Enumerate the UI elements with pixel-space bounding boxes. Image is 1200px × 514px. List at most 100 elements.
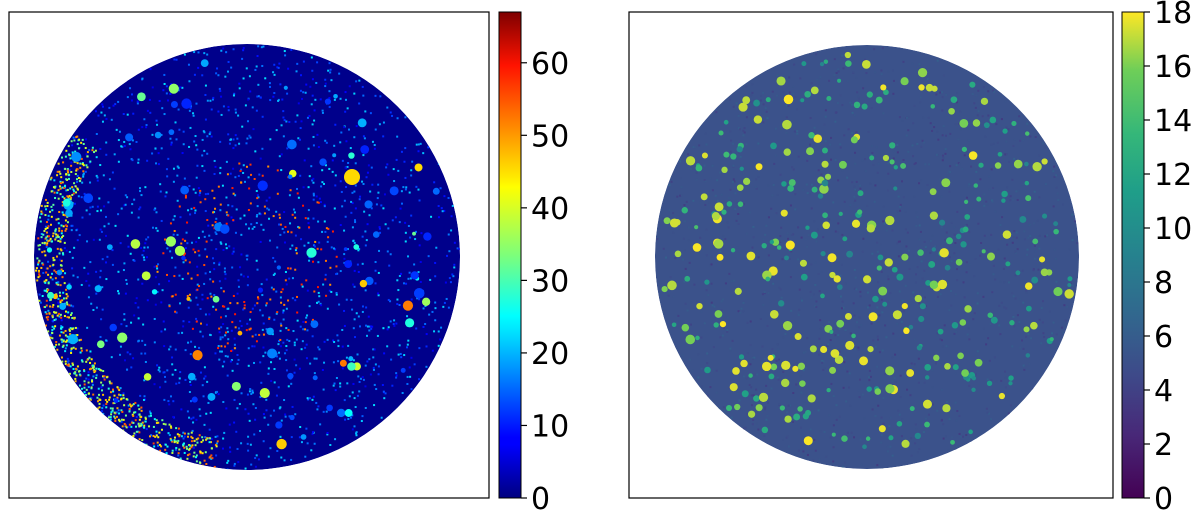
- right-heatmap-noise: [945, 400, 948, 403]
- right-heatmap-noise: [733, 180, 736, 183]
- left-heatmap-edge-artifact: [173, 441, 176, 444]
- right-heatmap-noise: [1004, 370, 1007, 373]
- right-heatmap-noise: [800, 391, 803, 394]
- right-heatmap-noise: [713, 305, 716, 308]
- right-heatmap-noise: [767, 184, 770, 187]
- right-heatmap-spot: [986, 380, 993, 386]
- left-heatmap-ring-speckle: [308, 226, 311, 229]
- left-heatmap-speckle: [310, 103, 313, 106]
- left-heatmap-edge-artifact: [67, 316, 70, 319]
- right-heatmap-noise: [861, 345, 864, 348]
- left-heatmap-ring-speckle: [249, 163, 252, 166]
- right-heatmap-noise: [736, 392, 739, 395]
- right-heatmap-noise: [791, 166, 794, 169]
- left-heatmap-speckle: [254, 68, 257, 71]
- left-heatmap-speckle: [362, 378, 365, 381]
- right-heatmap-noise: [853, 436, 856, 439]
- left-heatmap-speckle: [439, 187, 442, 190]
- left-heatmap-speckle: [312, 395, 315, 398]
- right-heatmap-noise: [987, 114, 990, 117]
- left-heatmap-speckle: [343, 199, 346, 202]
- left-heatmap-speckle: [340, 190, 343, 193]
- left-heatmap-edge-artifact: [80, 157, 83, 160]
- left-heatmap-speckle: [201, 165, 204, 168]
- left-heatmap-edge-artifact: [205, 438, 208, 441]
- left-heatmap-edge-artifact: [178, 448, 181, 451]
- left-heatmap-speckle: [269, 138, 272, 141]
- left-heatmap-edge-artifact: [200, 441, 203, 444]
- left-heatmap-speckle: [137, 161, 140, 164]
- left-heatmap-speckle: [302, 91, 305, 94]
- right-heatmap-spot: [1011, 120, 1017, 127]
- right-heatmap-noise: [966, 243, 969, 246]
- left-heatmap-blob: [165, 236, 177, 247]
- left-heatmap-edge-artifact: [111, 388, 114, 391]
- left-heatmap-speckle: [276, 66, 279, 69]
- right-heatmap-noise: [844, 356, 847, 359]
- left-colorbar-tick-label: 0: [531, 482, 550, 514]
- left-heatmap-edge-artifact: [214, 443, 217, 446]
- right-heatmap-noise: [825, 455, 828, 458]
- left-heatmap-speckle: [198, 254, 201, 257]
- right-heatmap-noise: [894, 381, 897, 384]
- right-heatmap-noise: [805, 183, 808, 186]
- left-colorbar-tick-label: 50: [531, 119, 569, 154]
- left-heatmap-edge-artifact: [52, 263, 55, 266]
- right-heatmap-noise: [955, 268, 958, 271]
- right-heatmap-noise: [792, 392, 795, 395]
- right-heatmap-noise: [820, 270, 823, 273]
- left-heatmap-edge-artifact: [101, 384, 104, 387]
- left-heatmap-speckle: [45, 245, 48, 248]
- left-heatmap-speckle: [229, 450, 232, 453]
- right-heatmap-spot: [794, 333, 802, 341]
- left-heatmap-edge-artifact: [111, 409, 114, 412]
- left-heatmap-ring-speckle: [233, 347, 236, 350]
- right-heatmap-spot: [730, 153, 737, 160]
- right-heatmap-noise: [749, 363, 752, 366]
- right-heatmap-spot: [692, 243, 702, 252]
- right-heatmap-noise: [1000, 301, 1003, 304]
- left-heatmap-speckle: [422, 307, 425, 310]
- left-heatmap-blob: [275, 421, 283, 429]
- right-heatmap-noise: [899, 374, 902, 377]
- right-heatmap-noise: [793, 130, 796, 133]
- left-heatmap-speckle: [129, 252, 132, 255]
- left-heatmap-speckle: [195, 296, 198, 299]
- left-heatmap-blob: [357, 118, 367, 128]
- right-heatmap-spot: [1002, 230, 1012, 239]
- right-heatmap-noise: [951, 436, 954, 439]
- right-heatmap-spot: [801, 61, 807, 67]
- right-heatmap-noise: [907, 129, 910, 132]
- right-heatmap-spot: [761, 426, 769, 434]
- left-heatmap-edge-artifact: [65, 228, 68, 231]
- right-colorbar-tick-label: 2: [1154, 428, 1173, 463]
- right-heatmap-noise: [771, 348, 774, 351]
- right-heatmap-noise: [734, 192, 737, 195]
- left-heatmap-speckle: [322, 283, 325, 286]
- right-heatmap-noise: [955, 164, 958, 167]
- right-heatmap-noise: [848, 58, 851, 61]
- right-heatmap-spot: [797, 362, 806, 370]
- left-heatmap-speckle: [247, 412, 250, 415]
- right-heatmap-noise: [785, 131, 788, 134]
- left-heatmap-edge-artifact: [73, 182, 76, 185]
- left-heatmap-speckle: [224, 75, 227, 78]
- right-heatmap-noise: [990, 418, 993, 421]
- left-heatmap-speckle: [353, 397, 356, 400]
- right-heatmap-noise: [965, 433, 968, 436]
- left-heatmap-ring-speckle: [199, 189, 202, 192]
- right-heatmap-noise: [902, 196, 905, 199]
- left-heatmap-speckle: [373, 147, 376, 150]
- right-heatmap-noise: [748, 383, 751, 386]
- right-heatmap-spot: [734, 403, 741, 411]
- left-heatmap-speckle: [144, 343, 147, 346]
- left-heatmap-edge-artifact: [58, 291, 61, 294]
- right-heatmap-noise: [867, 231, 870, 234]
- left-heatmap-edge-artifact: [38, 259, 41, 262]
- left-heatmap-speckle: [226, 330, 229, 333]
- left-heatmap-blob: [400, 367, 406, 373]
- left-heatmap-speckle: [209, 131, 212, 134]
- right-heatmap-noise: [1057, 228, 1060, 231]
- left-heatmap-speckle: [229, 446, 232, 449]
- left-heatmap-speckle: [214, 435, 217, 438]
